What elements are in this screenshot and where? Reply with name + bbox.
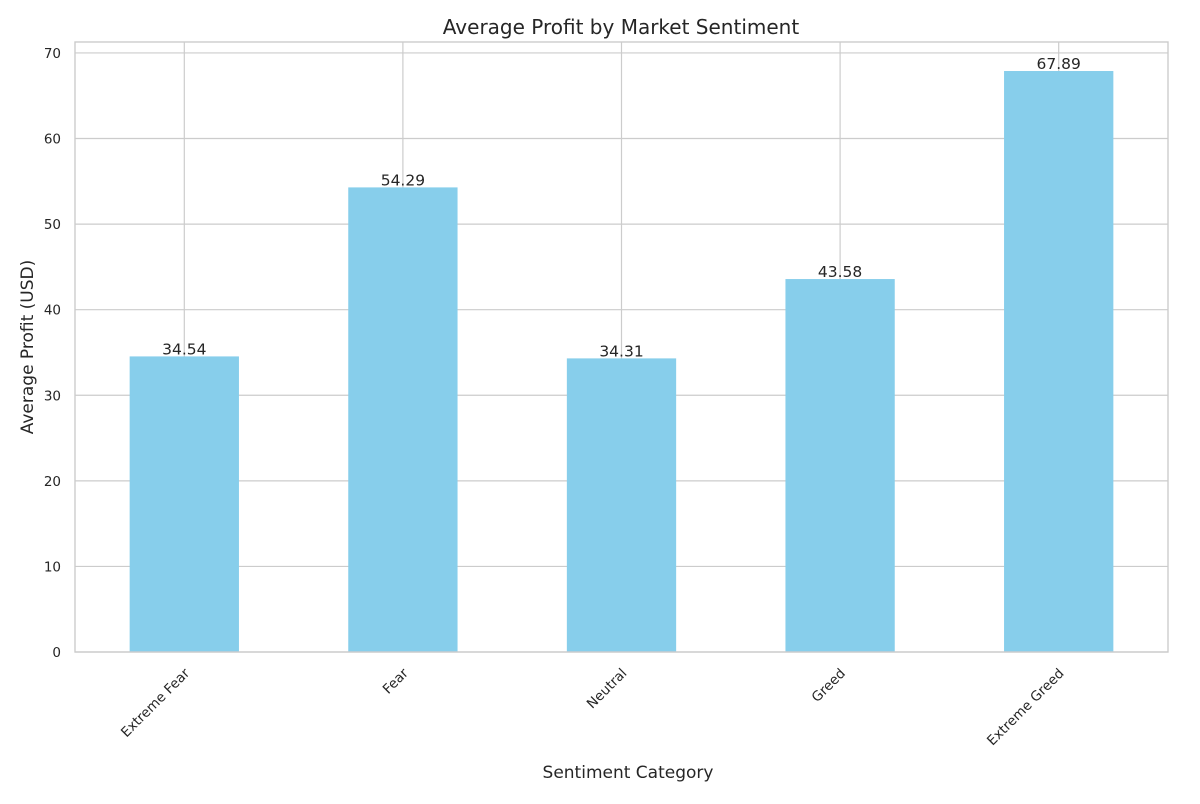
chart-title: Average Profit by Market Sentiment [443, 15, 800, 39]
bar-value-label: 34.54 [162, 340, 206, 358]
bar-extreme-greed [1004, 71, 1114, 653]
x-tick-label: Fear [380, 665, 412, 697]
plot-frame [74, 41, 1169, 653]
bar-value-label: 54.29 [381, 171, 425, 189]
bar-neutral [566, 358, 677, 652]
bar-fear [348, 187, 458, 652]
bar-value-label: 43.58 [818, 263, 862, 281]
bar-extreme-fear [129, 356, 239, 652]
y-tick-label: 50 [44, 217, 61, 233]
bar-greed [785, 279, 895, 652]
y-tick-label: 40 [44, 303, 61, 319]
y-axis-label: Average Profit (USD) [18, 260, 38, 435]
x-tick-labels: Extreme Fear Fear Neutral Greed Extreme Gree… [118, 665, 1068, 749]
x-tick-label: Extreme Greed [984, 666, 1067, 749]
y-tick-labels: 0 10 20 30 40 50 60 70 [44, 46, 61, 661]
bar-value-label: 67.89 [1037, 55, 1081, 73]
y-tick-label: 0 [52, 645, 61, 661]
x-tick-label: Neutral [584, 666, 631, 713]
bars [129, 71, 1114, 653]
bar-value-label: 34.31 [599, 342, 643, 360]
y-tick-label: 10 [44, 559, 61, 575]
x-tick-label: Extreme Fear [118, 665, 193, 740]
y-tick-label: 30 [44, 388, 61, 404]
y-tick-label: 70 [44, 46, 61, 62]
data-labels: 34.54 54.29 34.31 43.58 67.89 [162, 55, 1081, 360]
y-tick-label: 60 [44, 132, 61, 148]
x-axis-label: Sentiment Category [543, 763, 714, 783]
y-tick-label: 20 [44, 474, 61, 490]
x-tick-label: Greed [809, 666, 849, 706]
